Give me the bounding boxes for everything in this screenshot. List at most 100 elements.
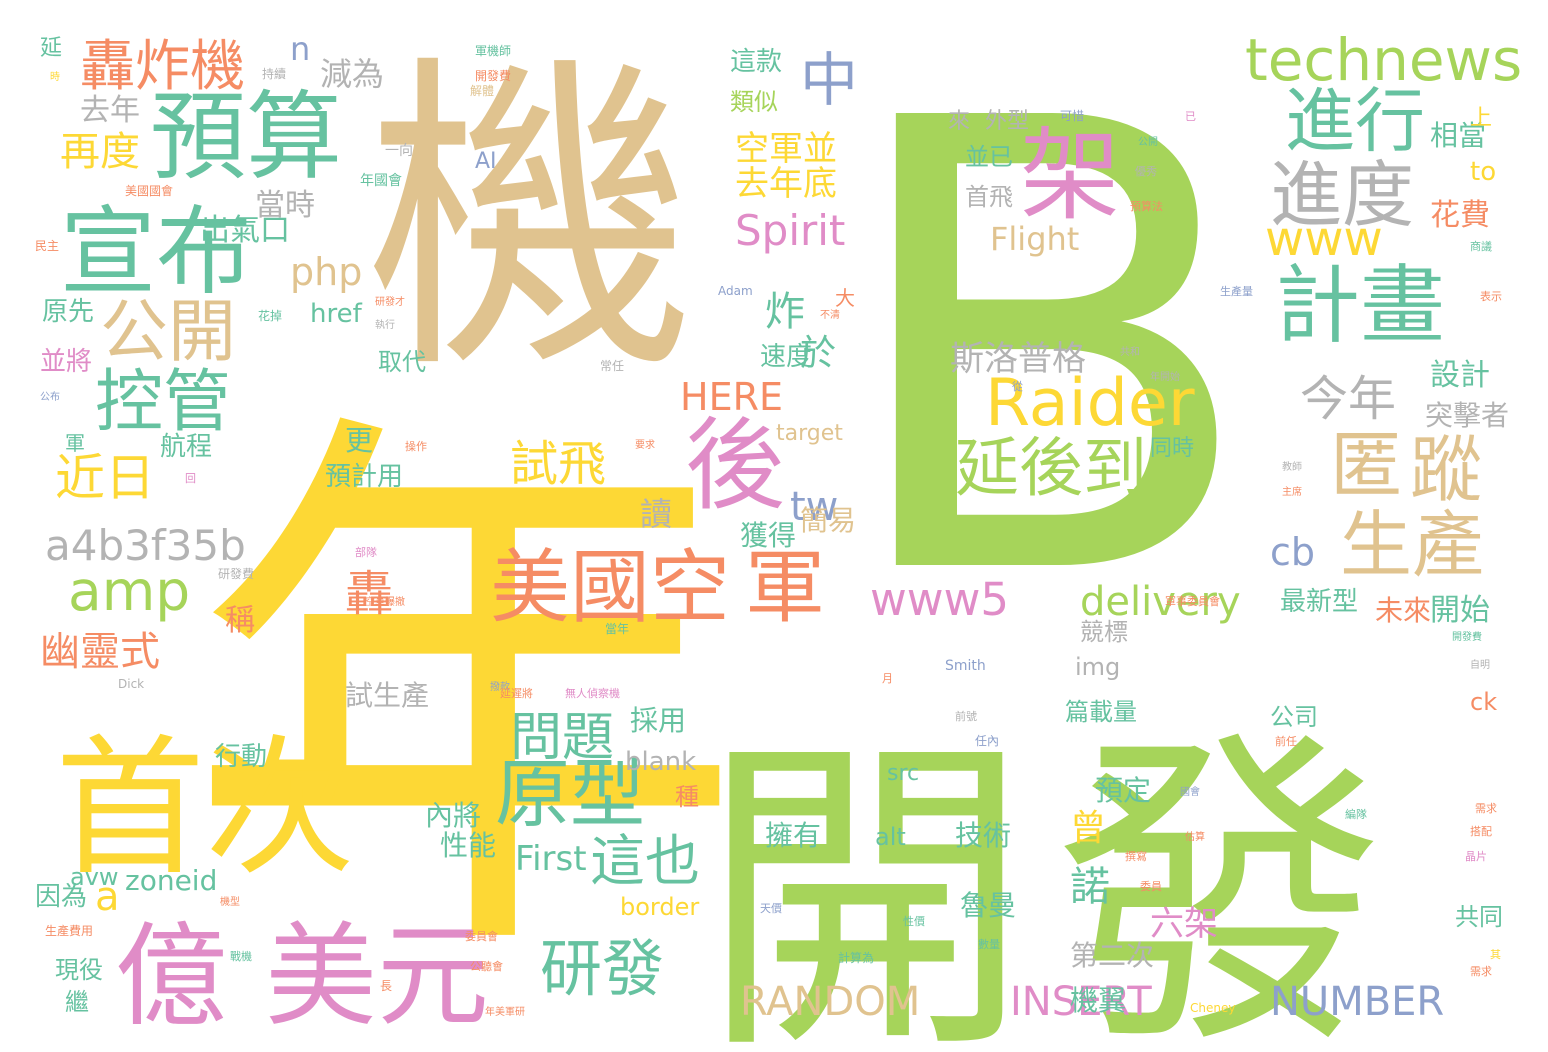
cloud-word: 要求 bbox=[635, 439, 655, 451]
cloud-word: 美國國會 bbox=[125, 184, 173, 198]
cloud-word: img bbox=[1075, 653, 1120, 681]
cloud-word: 無人偵察機 bbox=[565, 686, 620, 700]
cloud-word: 減為 bbox=[320, 55, 384, 93]
cloud-word: 取代 bbox=[378, 348, 426, 376]
cloud-word: 計算為 bbox=[838, 950, 874, 965]
cloud-word: 預定 bbox=[1095, 774, 1151, 807]
cloud-word: 搭配 bbox=[1470, 825, 1492, 838]
cloud-word: 花費 bbox=[1430, 198, 1490, 233]
cloud-word: 美國空 bbox=[490, 541, 730, 634]
cloud-word: 匿 bbox=[1330, 423, 1402, 507]
cloud-word: 可惜 bbox=[1060, 109, 1084, 123]
cloud-word: 預算法 bbox=[1130, 199, 1163, 213]
cloud-word: AI bbox=[475, 149, 497, 174]
cloud-word: 稱 bbox=[225, 603, 255, 638]
cloud-word: 生產費用 bbox=[45, 923, 93, 938]
cloud-word: 一向 bbox=[385, 143, 413, 159]
cloud-word: 預計用 bbox=[325, 462, 403, 492]
cloud-word: 年國會 bbox=[360, 173, 402, 189]
cloud-word: 延後到 bbox=[955, 432, 1147, 506]
cloud-word: 優秀 bbox=[1135, 165, 1157, 178]
cloud-word: 去年底 bbox=[735, 164, 837, 204]
cloud-word: 獲得 bbox=[740, 519, 796, 552]
cloud-word: 問題 bbox=[510, 708, 614, 768]
cloud-word: Raider bbox=[985, 366, 1195, 441]
cloud-word: 當時 bbox=[255, 188, 315, 223]
cloud-word: zoneid bbox=[125, 864, 217, 897]
cloud-word: 公開 bbox=[100, 293, 236, 372]
cloud-word: 技術 bbox=[955, 819, 1011, 852]
cloud-word: 解體 bbox=[470, 84, 494, 98]
cloud-word: 開 bbox=[700, 709, 1030, 1052]
cloud-word: 公聽會 bbox=[470, 959, 503, 973]
cloud-word: 開發費 bbox=[475, 68, 511, 83]
cloud-word: RANDOM bbox=[740, 979, 920, 1025]
cloud-word: 年開始 bbox=[1150, 370, 1180, 383]
cloud-word: 中 bbox=[800, 46, 858, 114]
cloud-word: 最新型 bbox=[1280, 587, 1358, 617]
cloud-word: 長 bbox=[380, 979, 392, 993]
cloud-word: 試飛 bbox=[510, 436, 606, 492]
cloud-word: 速度 bbox=[760, 342, 812, 372]
cloud-word: 大 bbox=[835, 286, 855, 310]
cloud-word: 編隊 bbox=[1345, 807, 1367, 821]
cloud-word: 近日 bbox=[55, 449, 155, 507]
cloud-word: 生產量 bbox=[1220, 284, 1253, 298]
cloud-word: 斯洛普格 bbox=[950, 339, 1086, 379]
cloud-word: delivery bbox=[1080, 579, 1241, 625]
cloud-word: 從 bbox=[1012, 380, 1023, 393]
cloud-word: 第二次 bbox=[1070, 939, 1154, 972]
cloud-word: 戰機 bbox=[230, 949, 252, 963]
cloud-word: 簡易 bbox=[800, 504, 856, 537]
cloud-word: 並已 bbox=[965, 143, 1013, 171]
cloud-word: 同時 bbox=[1150, 436, 1194, 461]
cloud-word: 操作 bbox=[405, 439, 427, 453]
cloud-word: 行動 bbox=[215, 742, 267, 772]
cloud-word: NUMBER bbox=[1270, 979, 1444, 1025]
cloud-word: 篇載量 bbox=[1065, 698, 1137, 726]
cloud-word: 預算 bbox=[150, 81, 342, 193]
cloud-word: 設計 bbox=[1430, 358, 1490, 393]
cloud-word: Dick bbox=[118, 677, 144, 691]
cloud-word: border bbox=[620, 893, 699, 921]
cloud-word: 時 bbox=[50, 71, 60, 83]
cloud-word: 共和 bbox=[1120, 346, 1140, 358]
cloud-word: target bbox=[776, 421, 843, 446]
cloud-word: 蹤 bbox=[1410, 428, 1482, 512]
cloud-word: avw bbox=[70, 863, 119, 891]
cloud-word: 其 bbox=[1490, 948, 1501, 961]
cloud-word: 發 bbox=[1055, 704, 1385, 1052]
cloud-word: 撰寫 bbox=[1125, 849, 1147, 863]
cloud-word: 曾 bbox=[1070, 808, 1106, 849]
cloud-word: 內將 bbox=[425, 799, 481, 832]
cloud-word: 公司 bbox=[1270, 703, 1318, 731]
cloud-word: 架 bbox=[1020, 117, 1120, 234]
cloud-word: alt bbox=[875, 823, 906, 851]
cloud-word: n bbox=[290, 30, 310, 68]
cloud-word: 表示 bbox=[1480, 289, 1502, 303]
cloud-word: 花掉 bbox=[258, 308, 282, 323]
cloud-word: 六架 bbox=[1150, 904, 1218, 944]
cloud-word: 開始 bbox=[1430, 593, 1490, 628]
cloud-word: 公布 bbox=[40, 391, 60, 403]
cloud-word: 晶片 bbox=[1465, 850, 1487, 863]
cloud-word: 機翼 bbox=[1070, 984, 1126, 1017]
cloud-word: Smith bbox=[945, 658, 986, 674]
cloud-word: technews bbox=[1245, 26, 1522, 94]
cloud-word: a4b3f35b bbox=[45, 521, 246, 570]
cloud-word: 開發費 bbox=[1452, 630, 1482, 643]
cloud-word: blank bbox=[625, 747, 696, 777]
cloud-word: 擁有 bbox=[765, 819, 821, 852]
cloud-word: 這款 bbox=[730, 47, 782, 77]
cloud-word: 月 bbox=[882, 672, 893, 685]
cloud-word: 年 bbox=[185, 371, 745, 1023]
cloud-word: 民主 bbox=[35, 239, 59, 253]
cloud-word: Spirit bbox=[735, 206, 845, 255]
cloud-word: 魯曼 bbox=[960, 889, 1016, 922]
cloud-word: Flight bbox=[990, 220, 1079, 258]
cloud-word: B bbox=[835, 0, 1260, 712]
cloud-word: 幽靈式 bbox=[40, 629, 160, 675]
cloud-word: 需求 bbox=[1475, 802, 1497, 815]
cloud-word: 持續 bbox=[262, 66, 286, 81]
